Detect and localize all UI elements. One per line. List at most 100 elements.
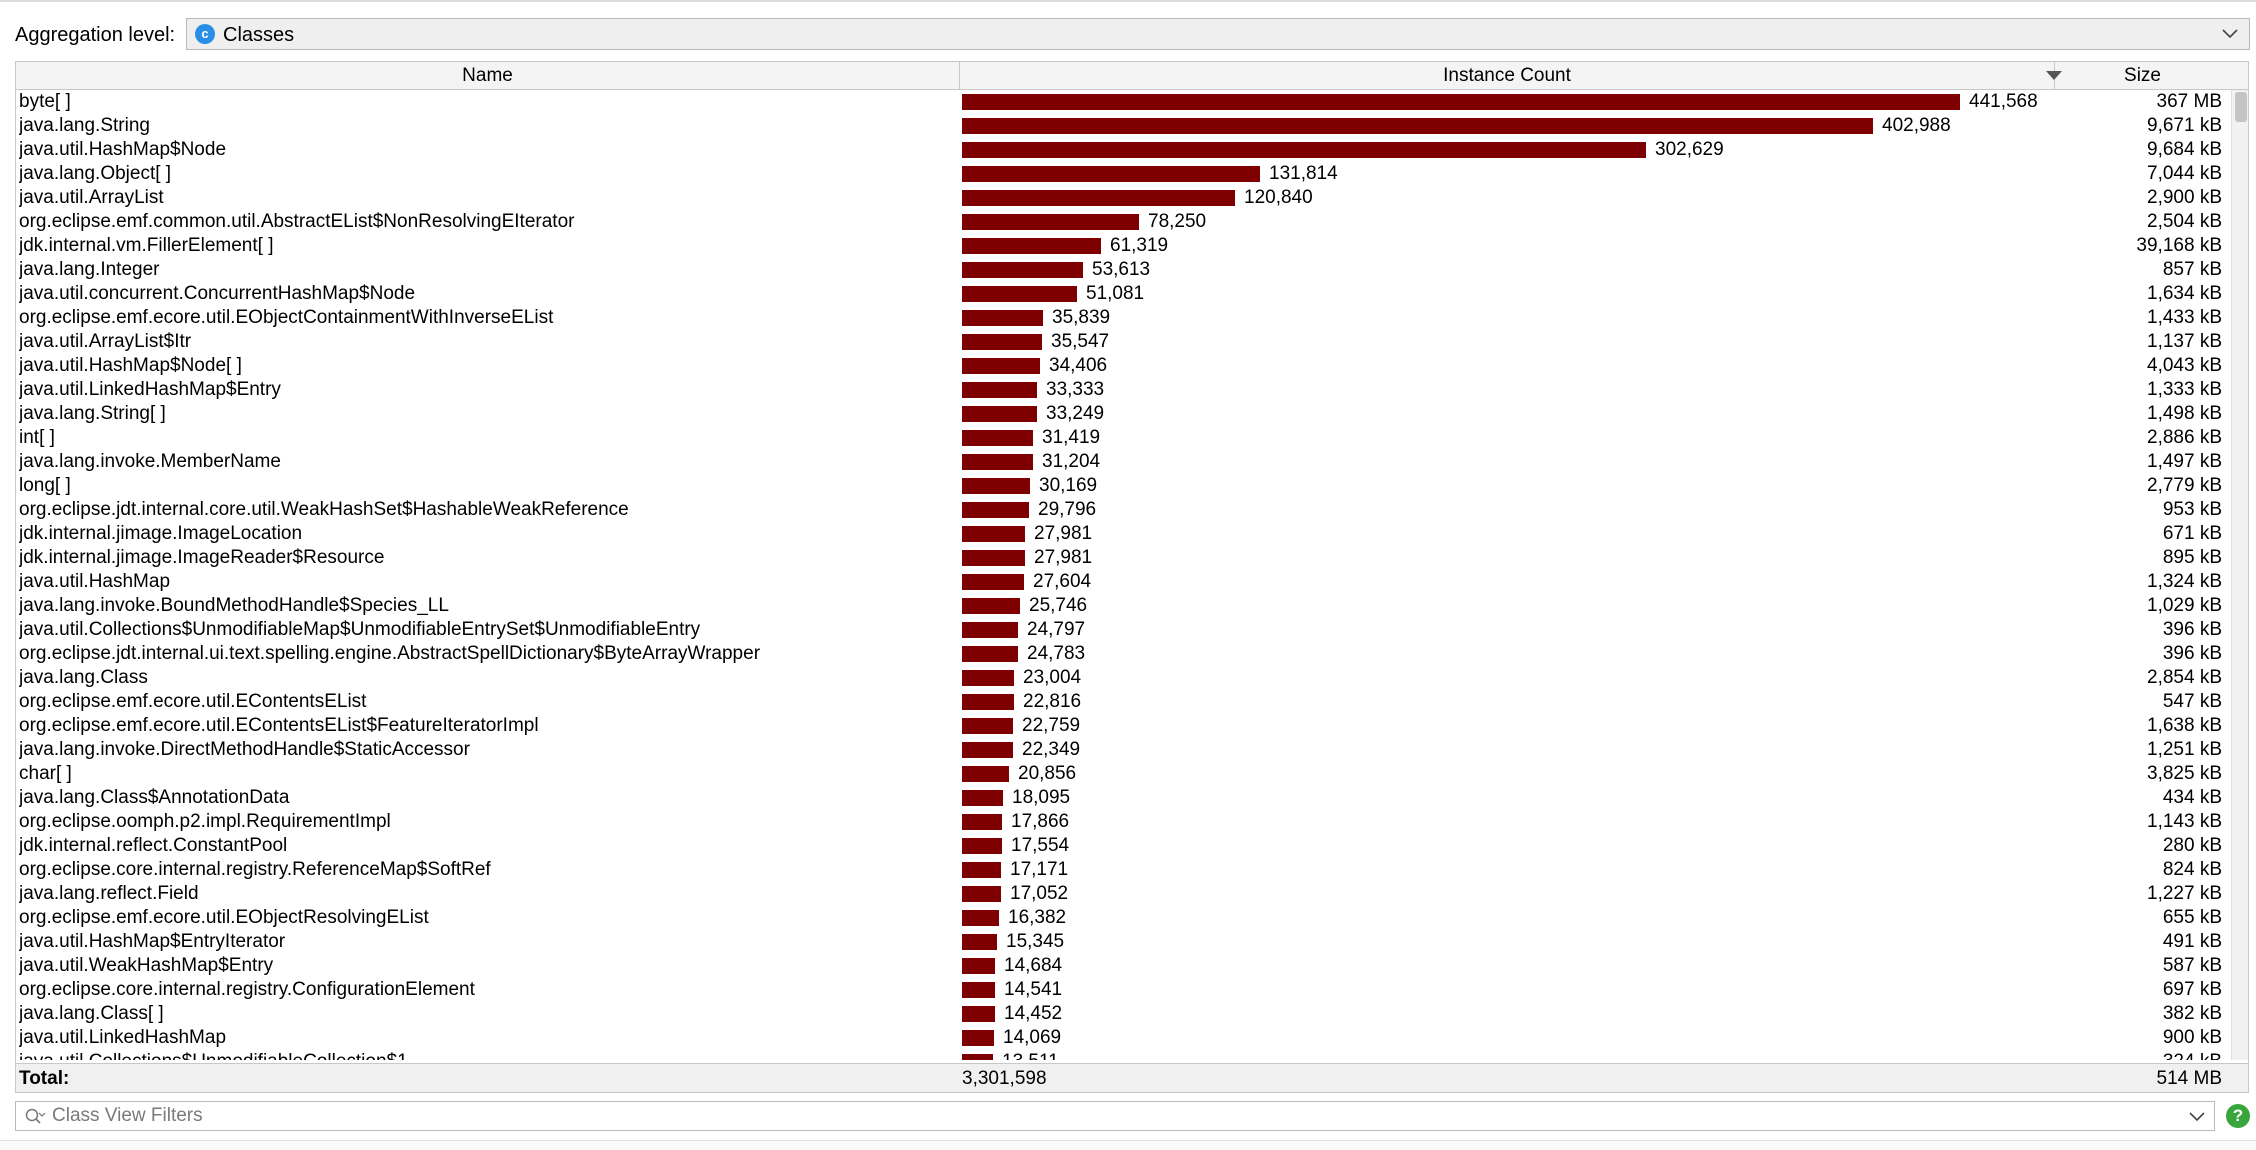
table-row[interactable]: java.util.HashMap 27,604 1,324 kB [16, 570, 2230, 594]
table-row[interactable]: org.eclipse.oomph.p2.impl.RequirementImp… [16, 810, 2230, 834]
instance-count-label: 25,746 [1029, 595, 1088, 616]
aggregation-level-dropdown[interactable]: c Classes [186, 18, 2250, 50]
size-cell: 697 kB [2162, 979, 2222, 1000]
instance-count-cell: 35,839 [962, 306, 2052, 330]
instance-count-bar [962, 1054, 993, 1060]
table-row[interactable]: int[ ] 31,419 2,886 kB [16, 426, 2230, 450]
instance-count-cell: 17,866 [962, 810, 2052, 834]
table-row[interactable]: jdk.internal.reflect.ConstantPool 17,554 2… [16, 834, 2230, 858]
instance-count-label: 18,095 [1012, 787, 1071, 808]
total-size: 514 MB [2156, 1068, 2222, 1089]
instance-count-cell: 22,759 [962, 714, 2052, 738]
table-row[interactable]: java.util.HashMap$EntryIterator 15,345 491… [16, 930, 2230, 954]
instance-count-cell: 24,783 [962, 642, 2052, 666]
table-row[interactable]: java.lang.String[ ] 33,249 1,498 kB [16, 402, 2230, 426]
class-name-cell: org.eclipse.emf.ecore.util.EObjectContai… [19, 307, 554, 328]
table-row[interactable]: java.util.WeakHashMap$Entry 14,684 587 kB [16, 954, 2230, 978]
table-row[interactable]: org.eclipse.emf.ecore.util.EObjectResolv… [16, 906, 2230, 930]
table-row[interactable]: org.eclipse.emf.ecore.util.EContentsELis… [16, 690, 2230, 714]
table-row[interactable]: java.lang.reflect.Field 17,052 1,227 kB [16, 882, 2230, 906]
class-name-cell: jdk.internal.reflect.ConstantPool [19, 835, 288, 856]
table-row[interactable]: java.lang.invoke.BoundMethodHandle$Speci… [16, 594, 2230, 618]
size-cell: 2,779 kB [2147, 475, 2222, 496]
instance-count-cell: 402,988 [962, 114, 2052, 138]
table-row[interactable]: long[ ] 30,169 2,779 kB [16, 474, 2230, 498]
column-header-name[interactable]: Name [16, 62, 960, 89]
table-row[interactable]: java.lang.invoke.MemberName 31,204 1,497 k… [16, 450, 2230, 474]
size-cell: 1,333 kB [2147, 379, 2222, 400]
instance-count-bar [962, 862, 1001, 878]
instance-count-label: 22,816 [1023, 691, 1082, 712]
table-row[interactable]: java.util.HashMap$Node 302,629 9,684 kB [16, 138, 2230, 162]
size-cell: 547 kB [2162, 691, 2222, 712]
chevron-down-icon[interactable] [2188, 1110, 2206, 1124]
instance-count-cell: 51,081 [962, 282, 2052, 306]
table-row[interactable]: java.util.ArrayList$Itr 35,547 1,137 kB [16, 330, 2230, 354]
aggregation-level-label: Aggregation level: [15, 24, 176, 46]
size-cell: 324 kB [2056, 1050, 2222, 1060]
table-row[interactable]: java.lang.Integer 53,613 857 kB [16, 258, 2230, 282]
size-cell: 9,671 kB [2147, 115, 2222, 136]
table-row[interactable]: java.util.Collections$UnmodifiableCollec… [16, 1050, 2230, 1060]
class-name-cell: byte[ ] [19, 91, 71, 112]
instance-count-cell: 20,856 [962, 762, 2052, 786]
table-row[interactable]: org.eclipse.emf.ecore.util.EContentsELis… [16, 714, 2230, 738]
table-row[interactable]: org.eclipse.jdt.internal.ui.text.spellin… [16, 642, 2230, 666]
table-row[interactable]: char[ ] 20,856 3,825 kB [16, 762, 2230, 786]
table-row[interactable]: org.eclipse.emf.common.util.AbstractELis… [16, 210, 2230, 234]
size-cell: 39,168 kB [2136, 235, 2222, 256]
instance-count-bar [962, 286, 1077, 302]
size-cell: 491 kB [2162, 931, 2222, 952]
table-row[interactable]: jdk.internal.vm.FillerElement[ ] 61,319 39… [16, 234, 2230, 258]
table-row[interactable]: org.eclipse.jdt.internal.core.util.WeakH… [16, 498, 2230, 522]
table-row[interactable]: java.util.concurrent.ConcurrentHashMap$N… [16, 282, 2230, 306]
chevron-down-icon[interactable] [2221, 27, 2239, 41]
instance-count-label: 24,783 [1027, 643, 1086, 664]
instance-count-bar [962, 934, 997, 950]
table-row[interactable]: byte[ ] 441,568 367 MB [16, 90, 2230, 114]
table-row[interactable]: org.eclipse.core.internal.registry.Confi… [16, 978, 2230, 1002]
instance-count-bar [962, 190, 1235, 206]
class-name-cell: java.lang.String [19, 115, 150, 136]
table-row[interactable]: java.util.HashMap$Node[ ] 34,406 4,043 kB [16, 354, 2230, 378]
instance-count-cell: 31,204 [962, 450, 2052, 474]
instance-count-cell: 302,629 [962, 138, 2052, 162]
table-row[interactable]: java.lang.Class 23,004 2,854 kB [16, 666, 2230, 690]
table-row[interactable]: java.util.ArrayList 120,840 2,900 kB [16, 186, 2230, 210]
table-row[interactable]: java.util.LinkedHashMap$Entry 33,333 1,333… [16, 378, 2230, 402]
instance-count-label: 13,511 [1002, 1050, 1059, 1060]
column-header-instance-count[interactable]: Instance Count [960, 62, 2062, 89]
table-row[interactable]: java.util.LinkedHashMap 14,069 900 kB [16, 1026, 2230, 1050]
table-row[interactable]: java.lang.Class$AnnotationData 18,095 434 … [16, 786, 2230, 810]
instance-count-bar [962, 598, 1020, 614]
table-row[interactable]: jdk.internal.jimage.ImageLocation 27,981 6… [16, 522, 2230, 546]
instance-count-label: 16,382 [1008, 907, 1067, 928]
size-cell: 1,227 kB [2147, 883, 2222, 904]
scrollbar-thumb[interactable] [2235, 92, 2247, 122]
instance-count-cell: 120,840 [962, 186, 2052, 210]
instance-count-cell: 14,452 [962, 1002, 2052, 1026]
table-row[interactable]: org.eclipse.emf.ecore.util.EObjectContai… [16, 306, 2230, 330]
instance-count-cell: 17,171 [962, 858, 2052, 882]
size-cell: 434 kB [2162, 787, 2222, 808]
vertical-scrollbar[interactable] [2231, 90, 2248, 1060]
class-name-cell: org.eclipse.oomph.p2.impl.RequirementImp… [19, 811, 391, 832]
size-cell: 2,504 kB [2147, 211, 2222, 232]
table-row[interactable]: jdk.internal.jimage.ImageReader$Resource… [16, 546, 2230, 570]
class-view-filter-box[interactable] [15, 1101, 2215, 1131]
instance-count-label: 15,345 [1006, 931, 1065, 952]
table-row[interactable]: java.util.Collections$UnmodifiableMap$Un… [16, 618, 2230, 642]
table-row[interactable]: java.lang.String 402,988 9,671 kB [16, 114, 2230, 138]
class-view-filter-input[interactable] [52, 1104, 2172, 1128]
table-row[interactable]: java.lang.Class[ ] 14,452 382 kB [16, 1002, 2230, 1026]
instance-count-bar [962, 790, 1003, 806]
total-row: Total: 3,301,598 514 MB [16, 1063, 2248, 1092]
size-cell: 655 kB [2162, 907, 2222, 928]
instance-count-cell: 17,052 [962, 882, 2052, 906]
column-header-size[interactable]: Size [2124, 65, 2161, 86]
table-row[interactable]: org.eclipse.core.internal.registry.Refer… [16, 858, 2230, 882]
table-row[interactable]: java.lang.Object[ ] 131,814 7,044 kB [16, 162, 2230, 186]
help-icon[interactable]: ? [2226, 1104, 2250, 1128]
table-row[interactable]: java.lang.invoke.DirectMethodHandle$Stat… [16, 738, 2230, 762]
size-cell: 1,634 kB [2147, 283, 2222, 304]
